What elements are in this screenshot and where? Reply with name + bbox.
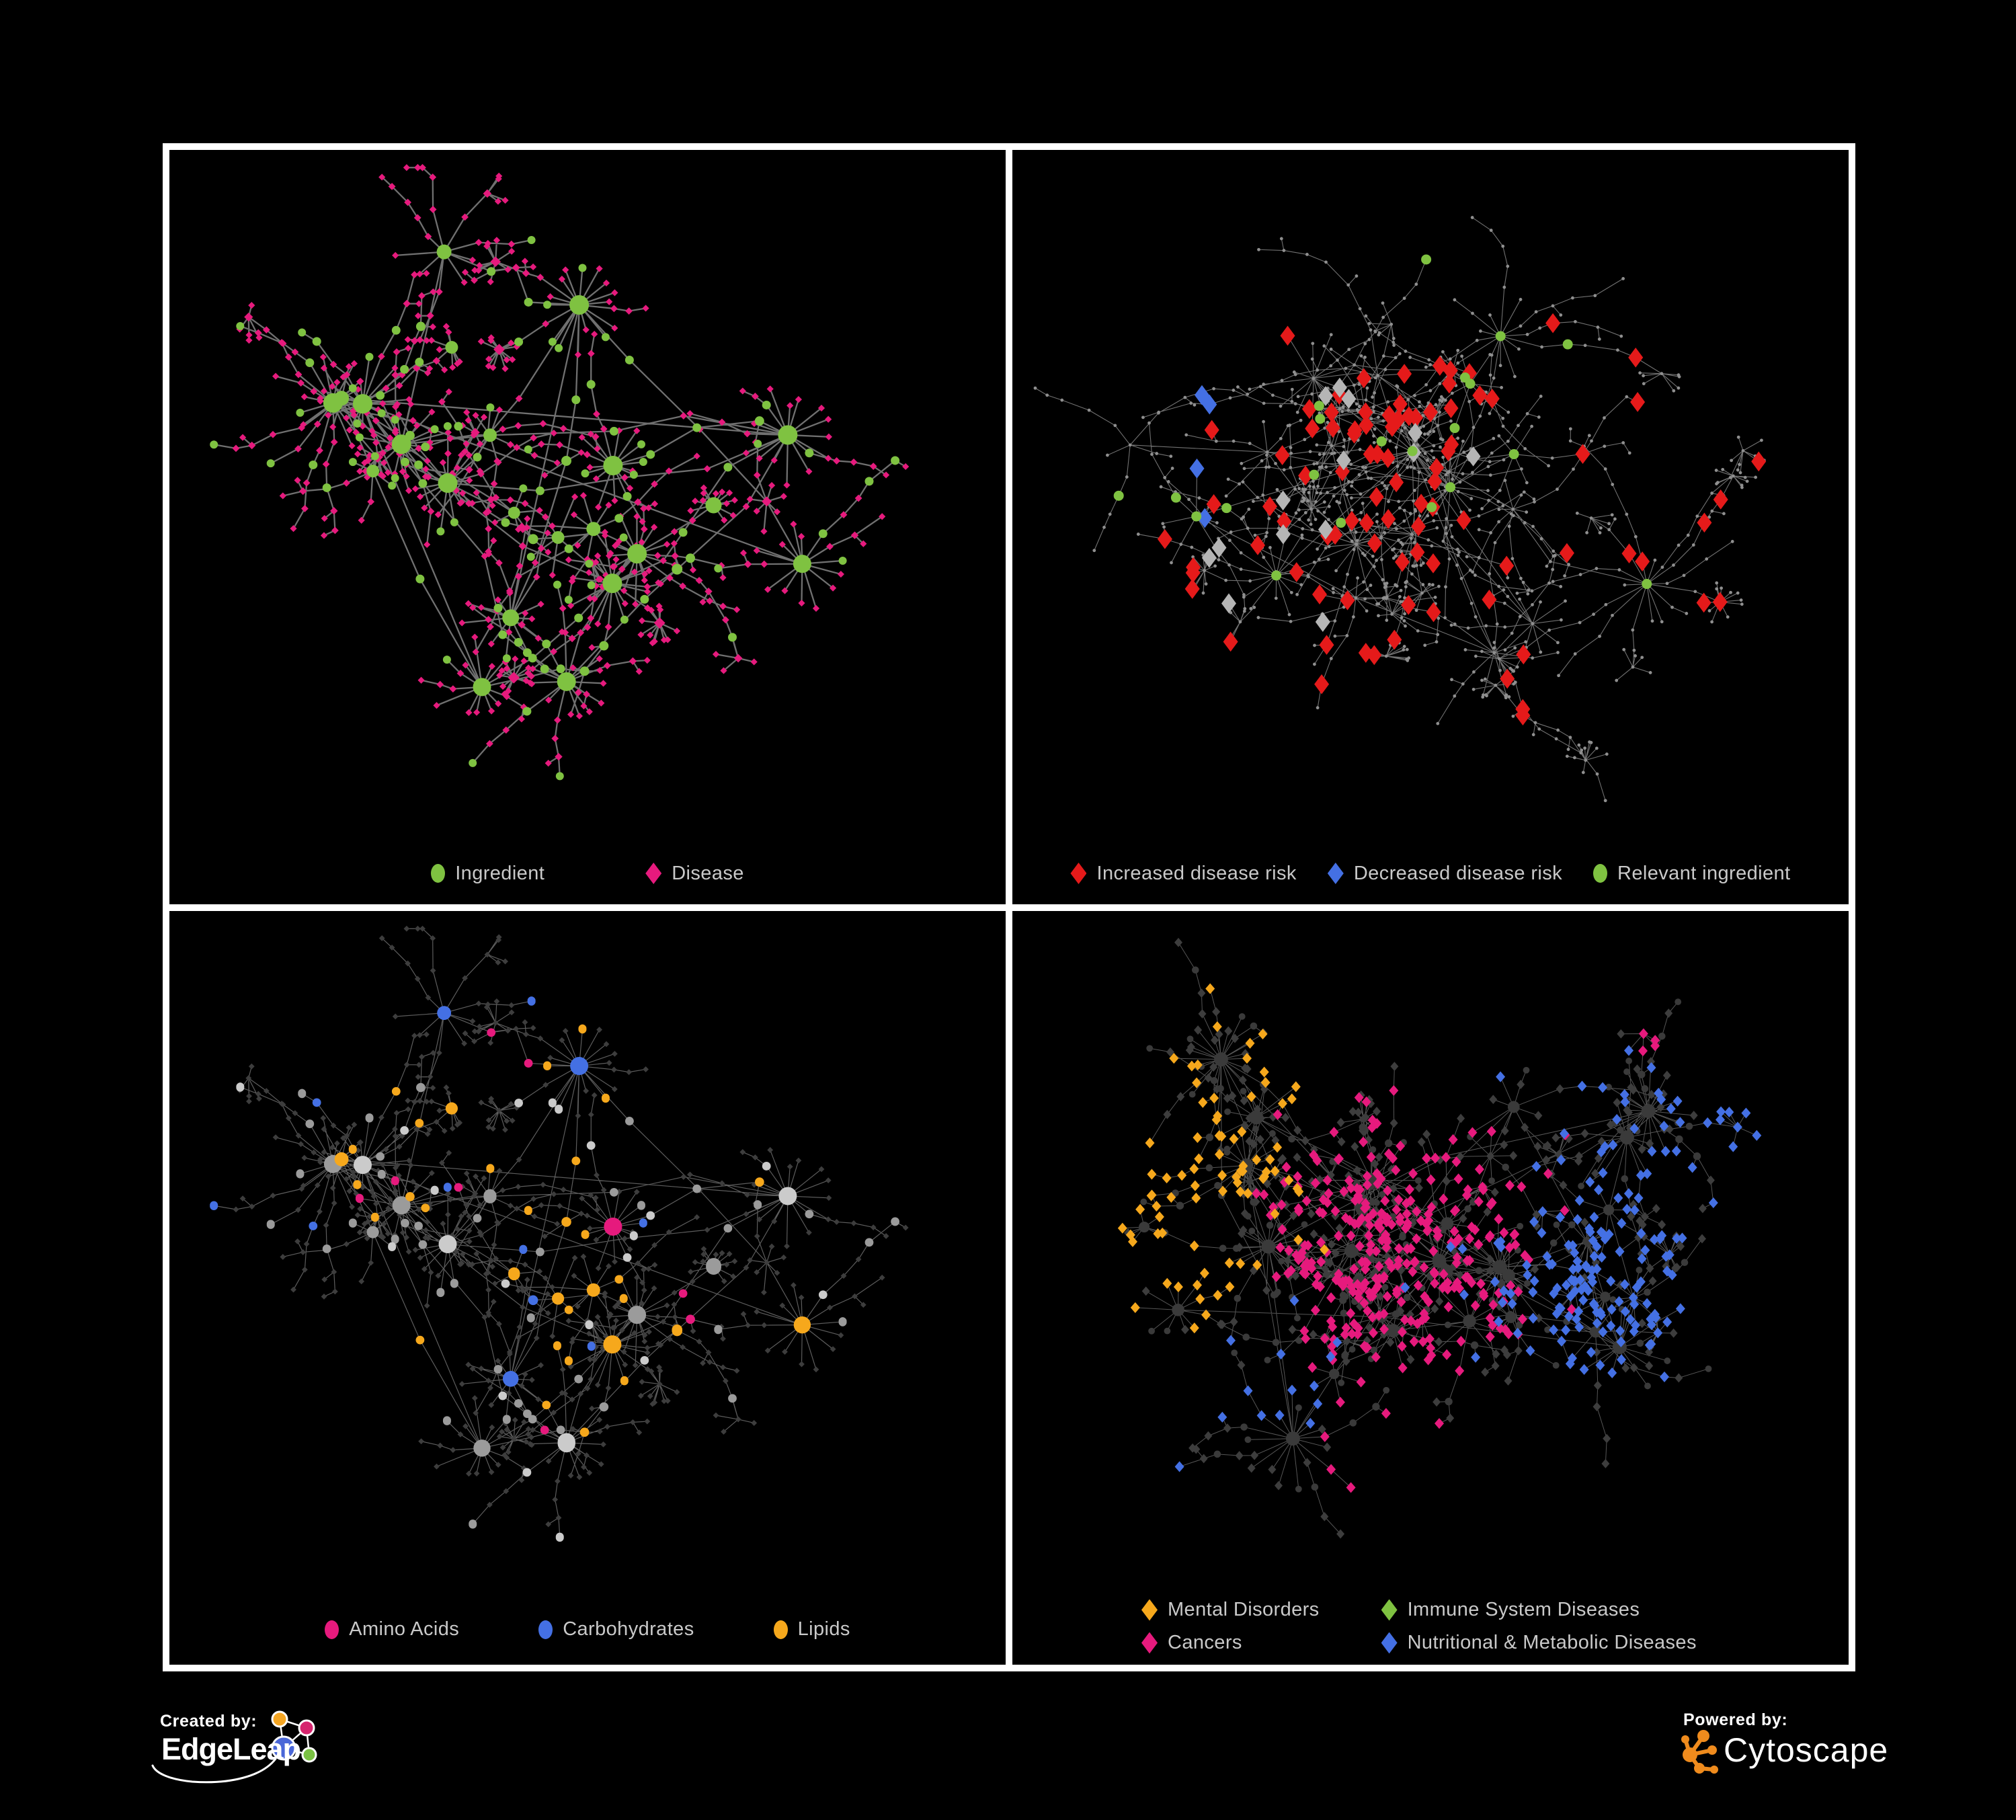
ingredient-disease-network-graph	[210, 163, 910, 781]
diamond-swatch	[645, 863, 662, 884]
legend-disease-classes: Mental Disorders Immune System Diseases Ca…	[1141, 1599, 1697, 1654]
panel-ingredient-disease: Ingredient Disease	[169, 150, 1006, 904]
legend-label: Amino Acids	[349, 1618, 460, 1640]
circle-swatch	[1593, 864, 1608, 883]
circle-swatch	[431, 864, 446, 883]
legend-nutrient-classes: Amino Acids Carbohydrates Lipids	[169, 1618, 1006, 1640]
legend-label: Mental Disorders	[1168, 1599, 1320, 1620]
network-nodes-lipid	[334, 1024, 811, 1437]
legend-item-nutritional-metabolic-diseases: Nutritional & Metabolic Diseases	[1381, 1632, 1697, 1654]
edgeleap-swoosh	[151, 1757, 277, 1784]
diamond-swatch	[1327, 863, 1344, 884]
legend-item-relevant-ingredient: Relevant ingredient	[1593, 863, 1790, 885]
cytoscape-wordmark: Cytoscape	[1724, 1731, 1888, 1769]
network-nodes-nutritional-metabolic	[1174, 1044, 1762, 1472]
network-nodes-increased-risk	[1157, 313, 1767, 726]
panel-disease-risk: Increased disease risk Decreased disease …	[1012, 150, 1849, 904]
powered-by-label: Powered by:	[1683, 1710, 1788, 1729]
legend-item-decreased-disease-risk: Decreased disease risk	[1327, 862, 1563, 885]
network-nodes-ingredient	[210, 235, 900, 781]
panel-nutrient-classes: Amino Acids Carbohydrates Lipids	[169, 910, 1006, 1665]
legend-label: Nutritional & Metabolic Diseases	[1407, 1632, 1697, 1653]
cytoscape-icon-nodes	[1681, 1730, 1718, 1774]
legend-item-immune-system-diseases: Immune System Diseases	[1381, 1599, 1697, 1621]
panels-grid: Ingredient Disease Increased disease risk…	[163, 143, 1855, 1671]
legend-label: Decreased disease risk	[1353, 862, 1563, 884]
edgeleap-wordmark: EdgeLeap	[161, 1732, 300, 1766]
legend-item-disease: Disease	[645, 863, 744, 885]
diamond-swatch	[1381, 1632, 1398, 1654]
legend-label: Carbohydrates	[563, 1618, 694, 1640]
diamond-swatch	[1381, 1599, 1398, 1621]
edgeleap-glyph-pink-node-icon	[298, 1719, 315, 1737]
legend-item-carbohydrates: Carbohydrates	[538, 1618, 694, 1640]
network-nodes-node-dot	[1033, 216, 1766, 803]
network-nodes-ingredient	[1139, 965, 1712, 1493]
legend-label: Increased disease risk	[1096, 862, 1297, 884]
legend-disease-risk: Increased disease risk Decreased disease …	[1012, 863, 1849, 885]
edgeleap-logo: EdgeLeap	[151, 1710, 317, 1784]
legend-item-ingredient: Ingredient	[431, 863, 545, 885]
diamond-swatch	[1141, 1632, 1158, 1654]
legend-item-increased-disease-risk: Increased disease risk	[1070, 863, 1296, 885]
panel-disease-classes: Mental Disorders Immune System Diseases Ca…	[1012, 910, 1849, 1665]
edgeleap-glyph-green-node-icon	[301, 1747, 317, 1763]
legend-label: Disease	[672, 862, 744, 884]
legend-item-mental-disorders: Mental Disorders	[1141, 1599, 1320, 1621]
disease-risk-network-graph	[1033, 216, 1767, 803]
cytoscape-logo: Cytoscape	[1681, 1730, 1888, 1774]
circle-swatch	[538, 1620, 553, 1639]
diamond-swatch	[1070, 863, 1087, 884]
disease-class-network-graph	[1117, 937, 1762, 1538]
circle-swatch	[325, 1620, 339, 1639]
legend-label: Cancers	[1168, 1632, 1242, 1653]
created-by-label: Created by:	[160, 1712, 257, 1731]
circle-swatch	[773, 1620, 788, 1639]
network-nodes-cancer	[1252, 1027, 1660, 1493]
edgeleap-glyph-orange-node-icon	[271, 1710, 288, 1728]
legend-label: Relevant ingredient	[1617, 862, 1791, 884]
diamond-swatch	[1141, 1599, 1158, 1621]
legend-label: Immune System Diseases	[1407, 1599, 1640, 1620]
edgeleap-glyph-blue-node-icon	[271, 1735, 296, 1761]
legend-item-cancers: Cancers	[1141, 1632, 1320, 1654]
network-nodes-neutral-risk	[1201, 377, 1481, 632]
legend-ingredient-disease: Ingredient Disease	[169, 863, 1006, 885]
legend-label: Ingredient	[455, 862, 545, 884]
nutrient-class-network-graph	[210, 925, 909, 1542]
legend-label: Lipids	[797, 1618, 850, 1640]
legend-item-amino-acids: Amino Acids	[325, 1618, 459, 1640]
legend-item-lipids: Lipids	[773, 1618, 850, 1640]
